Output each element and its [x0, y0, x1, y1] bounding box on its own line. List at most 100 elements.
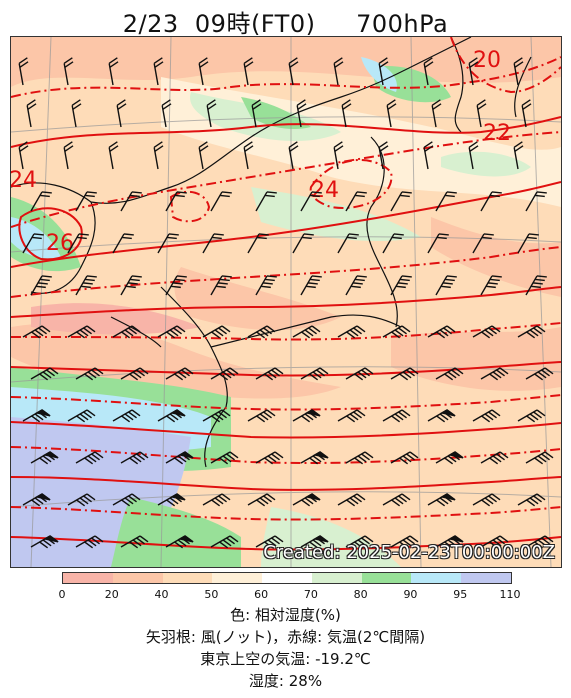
wind-barb — [165, 451, 194, 465]
wind-barb — [525, 191, 547, 212]
wind-barb — [517, 409, 546, 423]
wind-barb — [22, 233, 44, 254]
wind-barb — [255, 191, 277, 212]
wind-barb — [251, 99, 262, 128]
wind-barb — [153, 141, 164, 170]
wind-barb — [525, 367, 554, 381]
wind-barb — [210, 535, 239, 549]
colorbar-segment — [461, 573, 512, 583]
wind-barb — [210, 275, 232, 296]
wind-barb — [382, 409, 411, 423]
wind-barb — [480, 191, 502, 212]
weather-map-canvas: 20 22 24 24 26 — [11, 37, 561, 567]
wind-barb — [472, 409, 501, 423]
color-legend-caption: 色: 相対湿度(%) — [230, 606, 341, 624]
wind-barbs — [18, 57, 554, 549]
wind-barb — [63, 57, 74, 86]
wind-barb — [67, 493, 96, 507]
map-title: 2/23 09時(FT0) 700hPa — [122, 10, 449, 38]
wind-barb — [210, 367, 239, 381]
wind-barb — [480, 275, 502, 296]
wind-barb — [435, 275, 457, 296]
wind-barb — [26, 99, 37, 128]
wind-barb — [382, 493, 411, 507]
wind-barb — [247, 233, 269, 254]
colorbar-tick-label: 20 — [104, 588, 119, 601]
wind-barb — [468, 57, 479, 86]
isotherm-label: 22 — [483, 121, 511, 146]
wind-barb — [22, 325, 51, 339]
wind-barb — [243, 141, 254, 170]
wind-barb — [22, 409, 51, 423]
colorbar-segment — [361, 573, 412, 583]
wind-barb — [30, 275, 52, 296]
wind-barb — [67, 409, 96, 423]
colorbar-segment — [63, 573, 113, 583]
wind-barb — [427, 409, 456, 423]
wind-barb — [292, 325, 321, 339]
wind-barb — [18, 57, 29, 86]
wind-barb — [345, 535, 374, 549]
wind-barb — [75, 535, 104, 549]
wind-barb — [108, 141, 119, 170]
wind-barb — [67, 233, 89, 254]
tokyo-temperature: 東京上空の気温: -19.2℃ — [200, 650, 371, 668]
wind-barb — [157, 233, 179, 254]
wind-barb — [472, 493, 501, 507]
wind-barb — [210, 451, 239, 465]
wind-barb — [525, 275, 547, 296]
wind-barb — [112, 325, 141, 339]
wind-barb — [423, 57, 434, 86]
wind-barb — [161, 99, 172, 128]
tokyo-humidity: 湿度: 28% — [248, 672, 323, 690]
wind-barb — [427, 325, 456, 339]
wind-barb — [300, 275, 322, 296]
wind-barb — [345, 451, 374, 465]
wind-barb — [288, 141, 299, 170]
wind-barb — [30, 535, 59, 549]
wind-barb — [378, 57, 389, 86]
wind-barb — [390, 535, 419, 549]
wind-barb — [75, 367, 104, 381]
wind-barb — [472, 233, 494, 254]
wind-barb — [435, 191, 457, 212]
wind-barb — [157, 325, 186, 339]
wind-barb — [165, 535, 194, 549]
wind-barb — [202, 233, 224, 254]
wind-barb — [390, 191, 412, 212]
wind-barb — [337, 325, 366, 339]
wind-barb — [333, 57, 344, 86]
colorbar-tick-label: 70 — [303, 588, 318, 601]
wind-barb — [116, 99, 127, 128]
wind-barb — [386, 99, 397, 128]
wind-barb — [67, 325, 96, 339]
wind-barb — [345, 275, 367, 296]
wind-barb — [75, 191, 97, 212]
colorbar-segment — [262, 573, 312, 583]
wind-barb — [165, 191, 187, 212]
wind-barb — [198, 141, 209, 170]
wind-barb — [525, 535, 554, 549]
isotherm-label: 24 — [311, 178, 339, 203]
wind-barb — [18, 141, 29, 170]
wind-barb — [210, 191, 232, 212]
wind-barb — [427, 493, 456, 507]
wind-barb — [513, 141, 524, 170]
wind-barb — [247, 325, 276, 339]
colorbar-segment — [311, 573, 362, 583]
wind-barb — [75, 451, 104, 465]
wind-barb — [300, 535, 329, 549]
wind-barb — [112, 409, 141, 423]
wind-barb — [165, 275, 187, 296]
wind-barb — [30, 451, 59, 465]
wind-barb — [423, 141, 434, 170]
barb-legend-caption: 矢羽根: 風(ノット)，赤線: 気温(2℃間隔) — [145, 628, 426, 646]
wind-barb — [517, 325, 546, 339]
wind-barb — [435, 535, 464, 549]
isotherm-label: 20 — [473, 48, 501, 73]
wind-barb — [202, 493, 231, 507]
wind-barb — [480, 535, 509, 549]
wind-barb — [382, 325, 411, 339]
wind-barb — [206, 99, 217, 128]
wind-barb — [435, 367, 464, 381]
